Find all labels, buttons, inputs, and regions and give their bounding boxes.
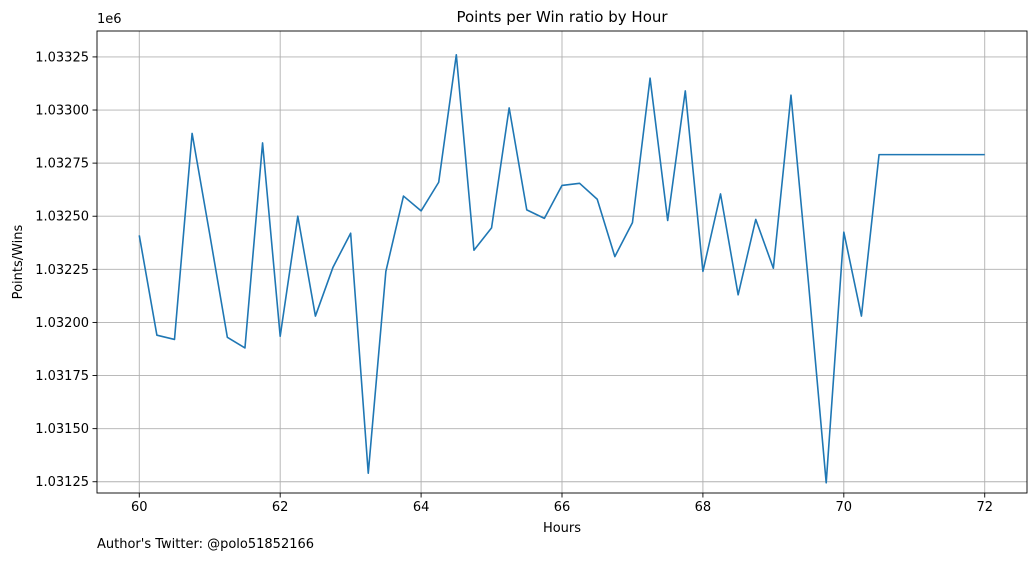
y-tick-label: 1.03150 bbox=[35, 422, 89, 437]
x-tick-label: 70 bbox=[836, 500, 853, 515]
y-tick-label: 1.03125 bbox=[35, 475, 89, 490]
x-tick-label: 60 bbox=[131, 500, 148, 515]
series-layer bbox=[138, 53, 985, 484]
author-credit: Author's Twitter: @polo51852166 bbox=[97, 537, 315, 552]
y-tick-label: 1.03250 bbox=[35, 210, 89, 225]
x-tick-label: 66 bbox=[554, 500, 571, 515]
y-axis-title: Points/Wins bbox=[11, 224, 26, 299]
y-tick-label: 1.03275 bbox=[35, 157, 89, 172]
axis-ticks: 60 62 64 66 68 70 72 1.03125 1.03150 1.03175 1.032… bbox=[35, 50, 993, 515]
x-tick-label: 72 bbox=[976, 500, 993, 515]
y-tick-label: 1.03225 bbox=[35, 263, 89, 278]
grid-lines bbox=[97, 31, 1027, 493]
x-tick-label: 64 bbox=[413, 500, 430, 515]
y-tick-label: 1.03200 bbox=[35, 316, 89, 331]
y-tick-label: 1.03325 bbox=[35, 50, 89, 65]
y-tick-label: 1.03175 bbox=[35, 369, 89, 384]
x-axis-title: Hours bbox=[543, 521, 581, 536]
y-tick-label: 1.03300 bbox=[35, 104, 89, 119]
x-tick-label: 62 bbox=[272, 500, 289, 515]
series-line bbox=[138, 53, 985, 484]
x-tick-label: 68 bbox=[695, 500, 712, 515]
y-axis-offset-label: 1e6 bbox=[97, 12, 122, 27]
chart-title: Points per Win ratio by Hour bbox=[456, 8, 668, 26]
